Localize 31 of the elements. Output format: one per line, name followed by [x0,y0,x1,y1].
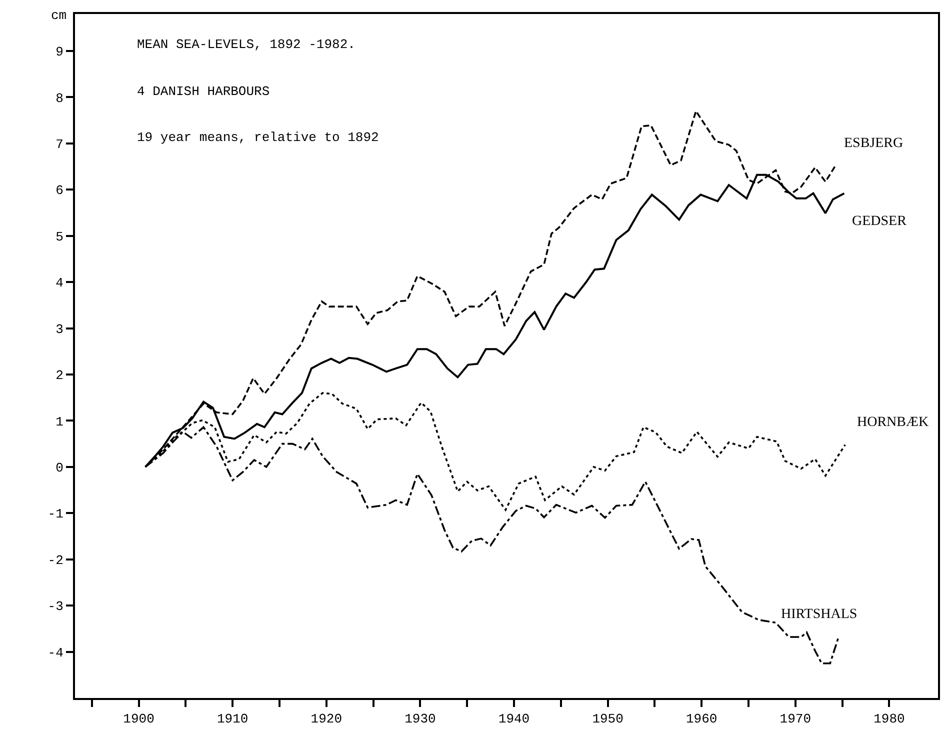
x-tick-label: 1920 [310,712,342,727]
y-tick-label: 1 [56,414,64,430]
series-label: GEDSER [852,214,908,229]
y-tick-label: 2 [56,368,64,384]
x-tick-label: 1950 [592,712,624,727]
y-tick-label: -4 [48,645,64,660]
x-tick-label: 1980 [874,712,905,727]
y-tick-label: 4 [56,276,64,291]
text: 4 DANISH HARBOURS [137,84,270,99]
y-tick-label: -2 [48,552,64,568]
x-tick-label: 1970 [780,712,812,727]
x-tick-label: 1910 [216,712,248,727]
y-tick-label: 6 [56,183,64,198]
x-tick-label: 1900 [123,712,154,727]
series-label: HORNBÆK [857,415,929,430]
y-tick-label: 5 [56,229,64,244]
y-tick-label: -3 [48,599,64,614]
y-tick-label: 9 [56,44,64,60]
y-tick-label: 7 [56,136,64,152]
y-tick-label: -1 [48,506,64,522]
y-tick-label: 8 [56,90,64,106]
x-tick-label: 1940 [498,712,530,727]
y-tick-label: 0 [56,460,64,476]
series-label: HIRTSHALS [781,607,858,622]
x-tick-label: 1960 [686,712,718,727]
text: MEAN SEA-LEVELS, 1892 -1982. [137,37,356,52]
x-tick-label: 1930 [404,712,436,727]
annotation: 19 year means, relative to 1892 [137,130,379,145]
y-axis-title: cm [51,8,67,23]
series-label: ESBJERG [844,136,904,151]
y-tick-label: 3 [56,322,64,337]
